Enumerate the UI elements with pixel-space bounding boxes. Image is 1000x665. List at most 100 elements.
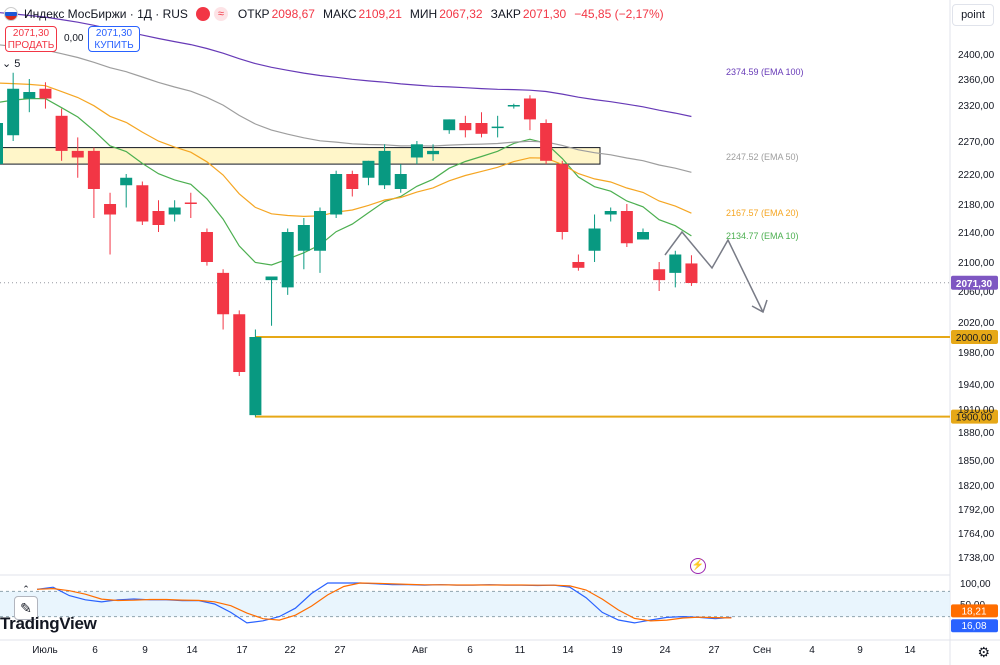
stoch-k-tag bbox=[951, 619, 998, 633]
time-tick-label: 6 bbox=[467, 645, 473, 656]
price-tick-label: 1820,00 bbox=[958, 481, 995, 492]
change-value: −45,85 (−2,17%) bbox=[574, 7, 664, 21]
candle-body[interactable] bbox=[0, 123, 3, 165]
ema10-line bbox=[0, 98, 692, 266]
candle-body[interactable] bbox=[491, 126, 504, 129]
candle-body[interactable] bbox=[39, 88, 52, 99]
time-tick-label: 11 bbox=[515, 645, 526, 656]
candle-body[interactable] bbox=[443, 119, 456, 131]
candle-body[interactable] bbox=[653, 269, 666, 281]
candle-body[interactable] bbox=[685, 263, 698, 284]
price-tick-label: 2180,00 bbox=[958, 200, 995, 211]
candle-body[interactable] bbox=[523, 98, 536, 120]
candle-body[interactable] bbox=[378, 150, 391, 186]
candle-body[interactable] bbox=[588, 228, 601, 251]
candle-body[interactable] bbox=[217, 272, 230, 315]
candle-body[interactable] bbox=[104, 204, 117, 215]
indicators-toggle[interactable]: ⌄ 5 bbox=[0, 56, 26, 72]
candle-body[interactable] bbox=[394, 174, 407, 189]
stoch-d-line bbox=[36, 582, 732, 622]
time-tick-label: Авг bbox=[412, 645, 428, 656]
candle-body[interactable] bbox=[475, 123, 488, 134]
settings-icon[interactable]: ⚙ bbox=[977, 644, 990, 660]
candle-body[interactable] bbox=[281, 232, 294, 288]
candle-body[interactable] bbox=[362, 160, 375, 178]
low-label: МИН bbox=[409, 7, 438, 21]
candle-body[interactable] bbox=[330, 174, 343, 215]
price-tick-label: 2320,00 bbox=[958, 101, 995, 112]
candle-body[interactable] bbox=[669, 254, 682, 273]
candle-body[interactable] bbox=[200, 232, 213, 262]
ema-label: 2167.57 (EMA 20) bbox=[726, 208, 799, 218]
candle-body[interactable] bbox=[314, 211, 326, 251]
level-price-tag bbox=[951, 409, 998, 424]
time-tick-label: 4 bbox=[809, 645, 815, 656]
time-tick-label: 24 bbox=[659, 645, 671, 656]
high-value: 2109,21 bbox=[358, 7, 402, 21]
candle-body[interactable] bbox=[55, 115, 68, 151]
stoch-d-tag bbox=[951, 604, 998, 618]
candle-body[interactable] bbox=[168, 207, 181, 215]
buy-button[interactable]: 2071,30 КУПИТЬ bbox=[88, 26, 140, 52]
lightning-icon[interactable]: ⚡ bbox=[690, 558, 706, 574]
price-tick-label: 2220,00 bbox=[958, 170, 995, 181]
candle-body[interactable] bbox=[7, 88, 20, 136]
candle-body[interactable] bbox=[556, 164, 569, 232]
high-label: МАКС bbox=[322, 7, 357, 21]
candle-body[interactable] bbox=[540, 123, 553, 161]
candle-body[interactable] bbox=[71, 150, 84, 158]
symbol-title[interactable]: Индекс МосБиржи · 1Д · RUS bbox=[24, 7, 188, 21]
candle-body[interactable] bbox=[249, 337, 262, 416]
forecast-path[interactable] bbox=[664, 230, 764, 313]
support-zone-rect[interactable] bbox=[0, 147, 601, 165]
candle-body[interactable] bbox=[604, 211, 617, 215]
candle-body[interactable] bbox=[637, 232, 649, 240]
close-value: 2071,30 bbox=[522, 7, 567, 21]
candle-body[interactable] bbox=[620, 211, 633, 244]
scale-mode-button[interactable]: point bbox=[952, 4, 994, 26]
time-tick-label: 22 bbox=[284, 645, 296, 656]
ema-label: 2247.52 (EMA 50) bbox=[726, 152, 799, 162]
symbol-legend: Индекс МосБиржи · 1Д · RUS ≈ ОТКР 2098,6… bbox=[0, 4, 672, 24]
logo-text: TradingView bbox=[0, 614, 97, 633]
ema-label: 2134.77 (EMA 10) bbox=[726, 231, 799, 241]
low-value: 2067,32 bbox=[439, 7, 483, 21]
spread-value: 0,00 bbox=[64, 33, 84, 44]
candle-body[interactable] bbox=[297, 225, 310, 251]
time-tick-label: 27 bbox=[708, 645, 720, 656]
ema-label: 2374.59 (EMA 100) bbox=[726, 67, 804, 77]
sell-button[interactable]: 2071,30 ПРОДАТЬ bbox=[5, 26, 57, 52]
candle-body[interactable] bbox=[184, 202, 197, 205]
current-price-tag bbox=[951, 275, 998, 290]
price-tick-label: 2060,00 bbox=[958, 287, 995, 298]
candle-body[interactable] bbox=[572, 262, 585, 268]
candle-body[interactable] bbox=[410, 144, 423, 158]
tradingview-logo[interactable]: TradingView bbox=[0, 614, 97, 634]
price-tick-label: 1880,00 bbox=[958, 428, 995, 439]
candle-body[interactable] bbox=[120, 177, 133, 186]
candle-body[interactable] bbox=[427, 150, 440, 155]
candle-body[interactable] bbox=[233, 314, 246, 372]
drawing-toolbox: ⌃ ✎ bbox=[8, 584, 44, 626]
pencil-icon[interactable]: ✎ bbox=[14, 596, 38, 620]
candle-body[interactable] bbox=[87, 150, 100, 189]
level-price-text: 1900,00 bbox=[956, 413, 993, 424]
candle-body[interactable] bbox=[265, 276, 278, 281]
candle-body[interactable] bbox=[346, 174, 359, 189]
chevron-up-icon[interactable]: ⌃ bbox=[22, 584, 30, 594]
price-tick-label: 1980,00 bbox=[958, 348, 995, 359]
candle-body[interactable] bbox=[459, 123, 472, 131]
candle-body[interactable] bbox=[136, 185, 149, 222]
approx-icon: ≈ bbox=[213, 7, 228, 21]
candle-body[interactable] bbox=[507, 105, 520, 107]
price-tick-label: 1910,00 bbox=[958, 405, 995, 416]
candle-body[interactable] bbox=[23, 92, 36, 99]
candle-body[interactable] bbox=[152, 211, 165, 225]
level-price-text: 2000,00 bbox=[956, 333, 993, 344]
russia-flag-icon bbox=[4, 7, 18, 21]
price-tick-label: 1738,00 bbox=[958, 553, 995, 564]
price-tick-label: 1764,00 bbox=[958, 529, 995, 540]
oscillator-band bbox=[0, 591, 950, 617]
